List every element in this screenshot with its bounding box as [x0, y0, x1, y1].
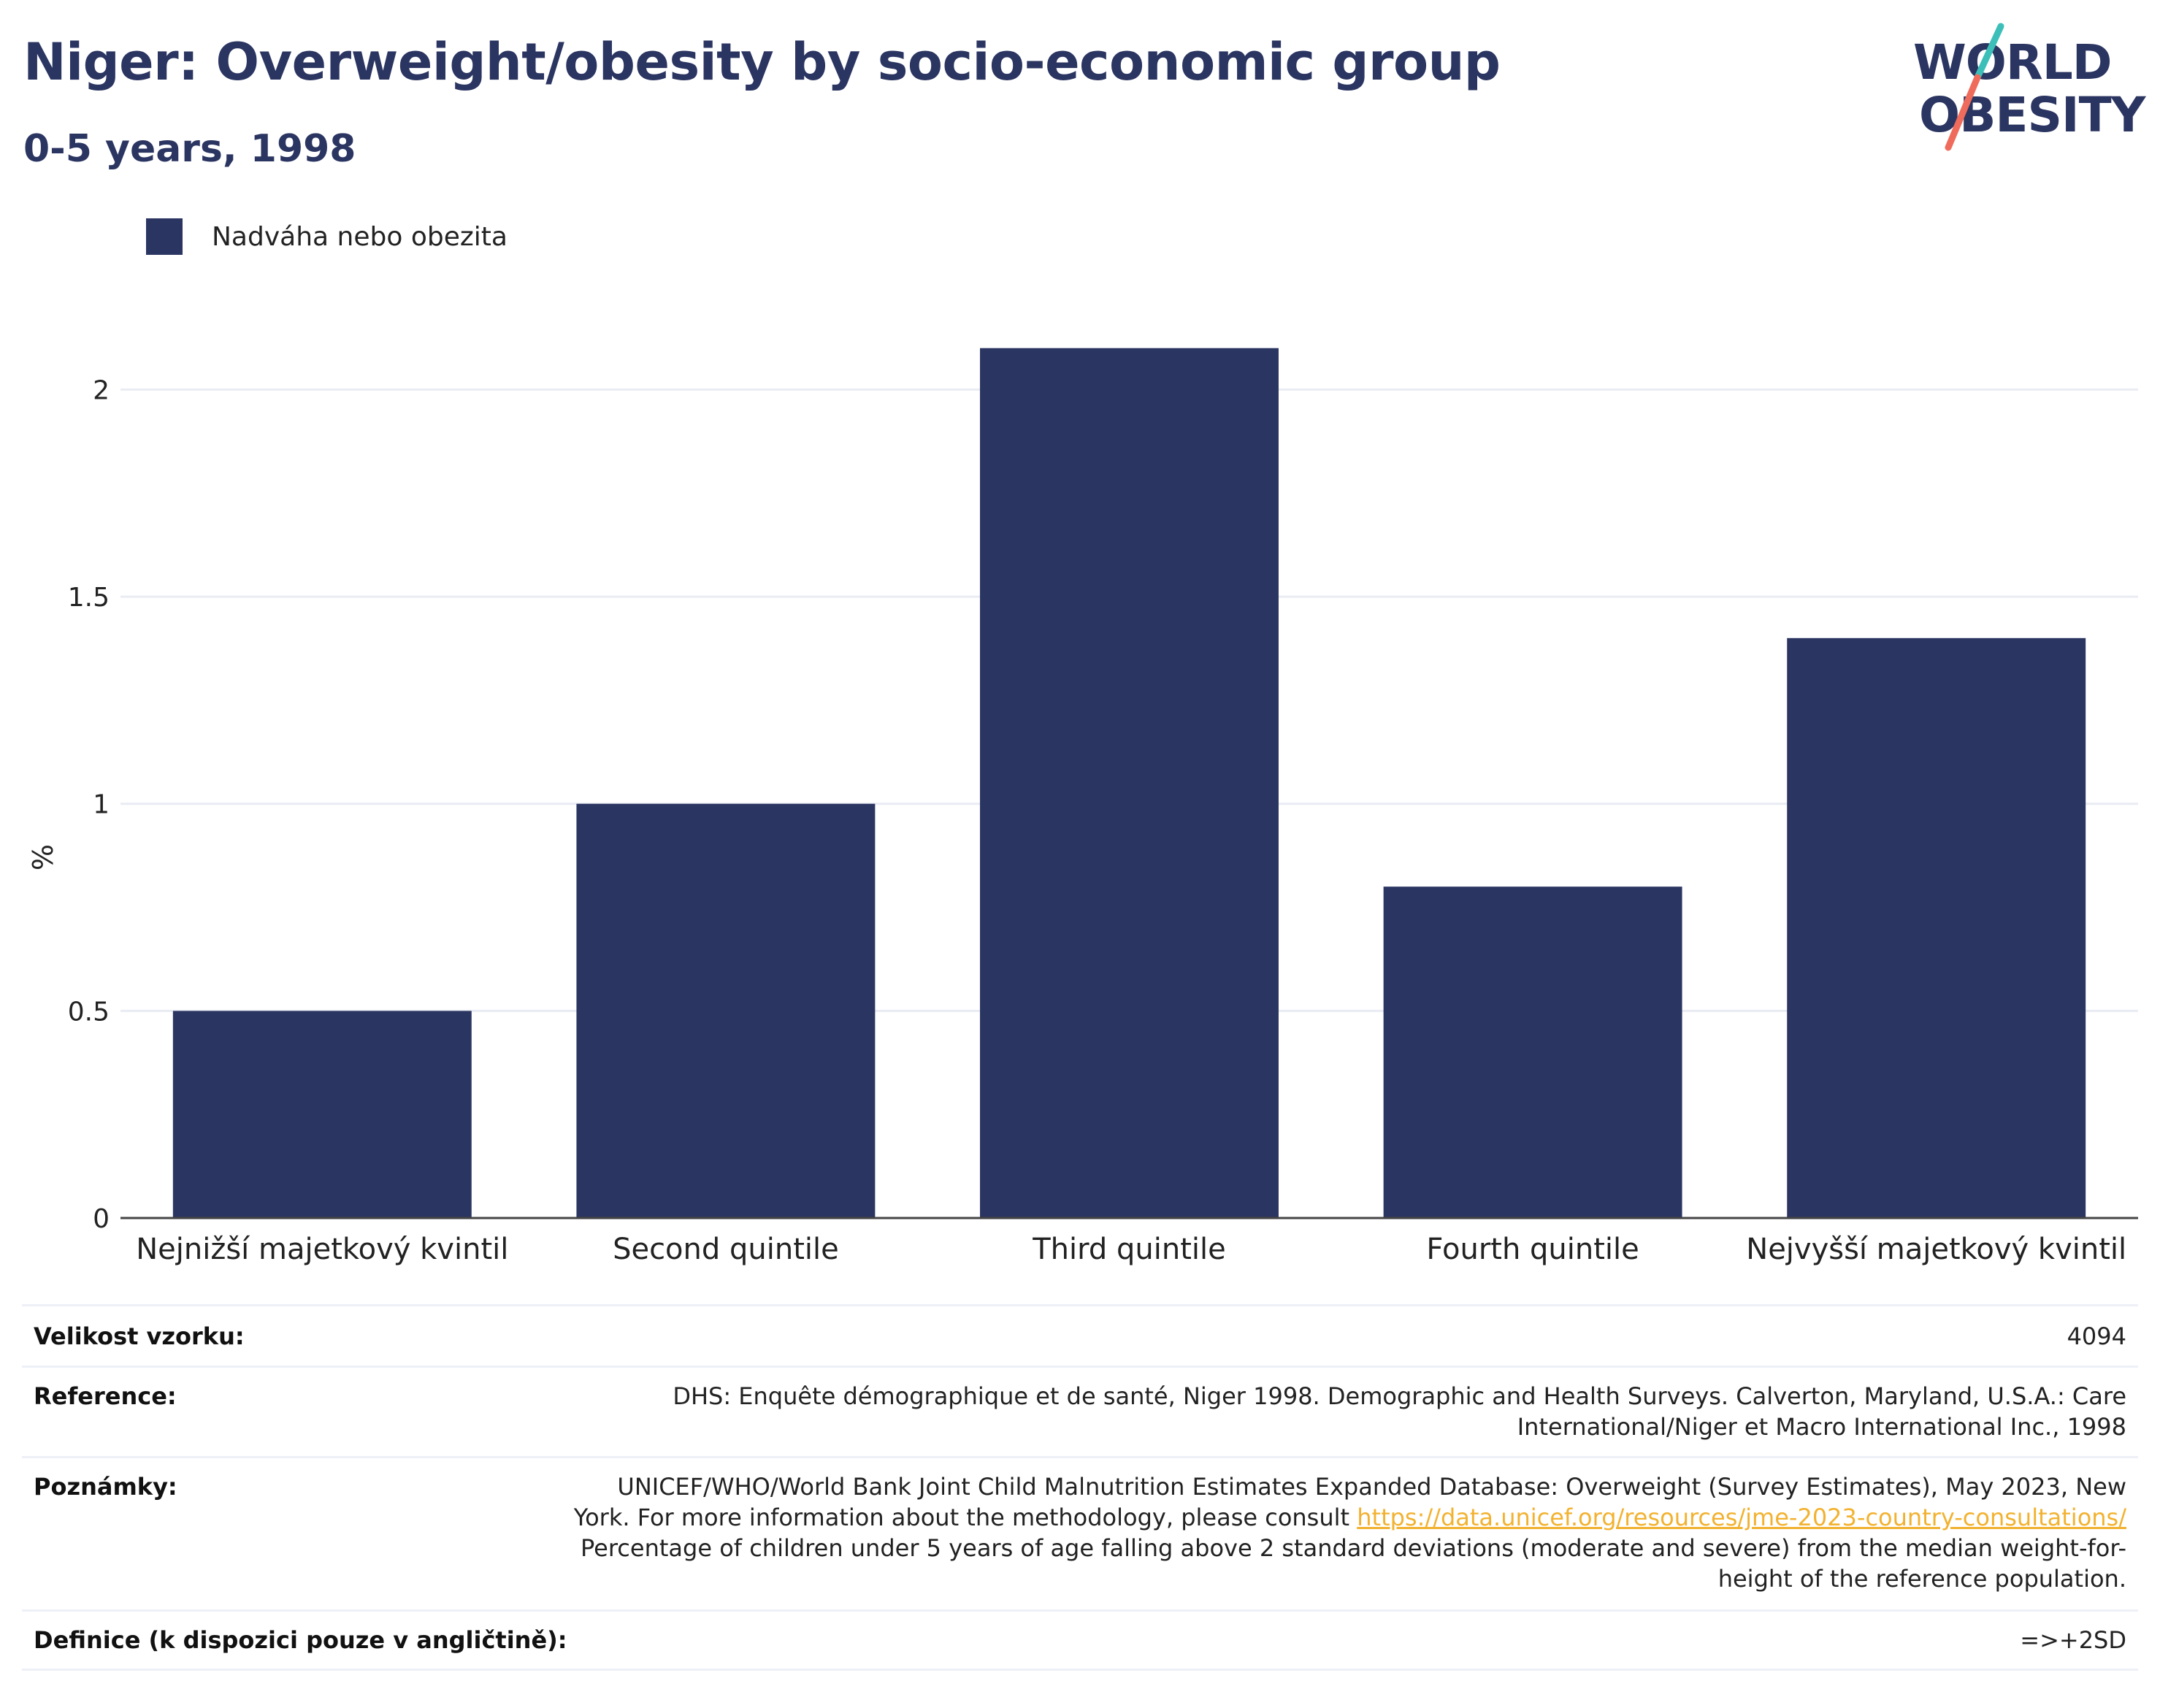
- methodology-link[interactable]: https://data.unicef.org/resources/jme-20…: [1357, 1504, 2126, 1531]
- legend-label: Nadváha nebo obezita: [212, 221, 508, 252]
- reference-line-1: DHS: Enquête démographique et de santé, …: [673, 1382, 2126, 1410]
- meta-row-sample: Velikost vzorku: 4094: [22, 1304, 2138, 1366]
- notes-value: UNICEF/WHO/World Bank Joint Child Malnut…: [574, 1471, 2138, 1594]
- sample-size-value: 4094: [2067, 1322, 2126, 1350]
- notes-line-4: height of the reference population.: [1717, 1565, 2126, 1593]
- bar[interactable]: [1787, 637, 2086, 1218]
- notes-label: Poznámky:: [34, 1473, 177, 1501]
- bar[interactable]: [172, 1011, 472, 1218]
- logo-slash-coral: [1945, 74, 1981, 151]
- bar[interactable]: [576, 803, 876, 1218]
- definition-value: =>+2SD: [2020, 1626, 2126, 1654]
- meta-row-definition: Definice (k dispozici pouze v angličtině…: [22, 1609, 2138, 1671]
- x-tick-label: Nejvyšší majetkový kvintil: [1746, 1233, 2126, 1266]
- y-tick-label: 0: [93, 1204, 110, 1234]
- meta-row-notes: Poznámky: UNICEF/WHO/World Bank Joint Ch…: [22, 1456, 2138, 1609]
- y-tick-label: 1: [93, 790, 110, 820]
- y-tick-label: 2: [93, 375, 110, 405]
- bar[interactable]: [980, 348, 1279, 1218]
- chart-title: Niger: Overweight/obesity by socio-econo…: [23, 32, 1501, 92]
- chart-subtitle: 0-5 years, 1998: [23, 127, 356, 171]
- metadata-table: Velikost vzorku: 4094 Reference: DHS: En…: [22, 1304, 2138, 1671]
- notes-line-1: UNICEF/WHO/World Bank Joint Child Malnut…: [617, 1473, 2126, 1501]
- bar[interactable]: [1383, 886, 1682, 1218]
- logo-line1: WORLD: [1913, 34, 2112, 91]
- reference-label: Reference:: [34, 1382, 177, 1410]
- y-tick-label: 1.5: [68, 583, 110, 613]
- y-axis-label: %: [27, 844, 59, 870]
- logo-slash-teal: [1974, 23, 2004, 81]
- meta-row-reference: Reference: DHS: Enquête démographique et…: [22, 1366, 2138, 1456]
- definition-label: Definice (k dispozici pouze v angličtině…: [34, 1626, 567, 1654]
- notes-line-3: Percentage of children under 5 years of …: [581, 1534, 2126, 1562]
- world-obesity-logo: WORLD OBESITY: [1913, 23, 2147, 151]
- sample-size-label: Velikost vzorku:: [34, 1322, 245, 1350]
- y-tick-labels: 0 0.5 1 1.5 2: [68, 375, 110, 1234]
- x-tick-label: Second quintile: [613, 1233, 839, 1266]
- legend[interactable]: Nadváha nebo obezita: [146, 216, 508, 257]
- x-tick-label: Nejnižší majetkový kvintil: [136, 1233, 508, 1266]
- x-tick-labels: Nejnižší majetkový kvintil Second quintil…: [136, 1233, 2126, 1266]
- reference-line-2: International/Niger et Macro Internation…: [1517, 1413, 2126, 1441]
- bars: [172, 348, 2086, 1218]
- x-tick-label: Third quintile: [1032, 1233, 1225, 1266]
- bar-chart: 0 0.5 1 1.5 2 Nejnižší majetkový kvintil Seco…: [27, 348, 2138, 1266]
- y-tick-label: 0.5: [68, 997, 110, 1027]
- notes-line-2: York. For more information about the met…: [574, 1502, 2126, 1533]
- x-tick-label: Fourth quintile: [1426, 1233, 1639, 1266]
- reference-value: DHS: Enquête démographique et de santé, …: [673, 1381, 2138, 1442]
- notes-line-2-text: York. For more information about the met…: [573, 1504, 1357, 1531]
- legend-swatch: [146, 218, 183, 255]
